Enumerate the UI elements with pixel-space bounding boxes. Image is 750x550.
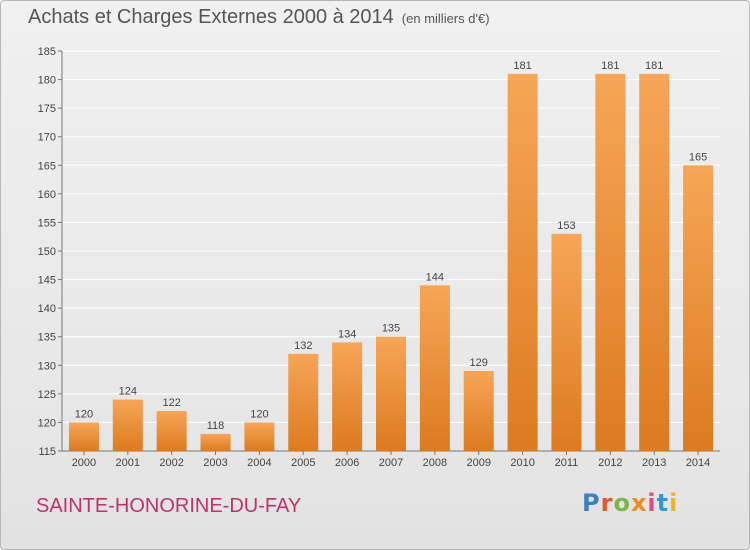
bar-value-label: 120 xyxy=(75,408,93,420)
y-tick-label: 170 xyxy=(38,132,56,144)
x-tick-label: 2013 xyxy=(642,457,666,469)
y-tick-label: 145 xyxy=(38,275,56,287)
y-tick-label: 140 xyxy=(38,303,56,315)
bar xyxy=(244,422,275,451)
x-tick-label: 2004 xyxy=(247,457,271,469)
x-tick-label: 2006 xyxy=(335,457,359,469)
x-tick-label: 2007 xyxy=(379,457,403,469)
x-tick-label: 2003 xyxy=(203,457,227,469)
x-tick-label: 2008 xyxy=(423,457,447,469)
x-tick-label: 2010 xyxy=(510,457,534,469)
x-tick-label: 2014 xyxy=(686,457,710,469)
bar xyxy=(68,422,99,451)
y-tick-label: 165 xyxy=(38,160,56,172)
y-tick-label: 150 xyxy=(38,246,56,258)
y-tick-label: 125 xyxy=(38,389,56,401)
commune-name: SAINTE-HONORINE-DU-FAY xyxy=(36,495,302,517)
bar xyxy=(639,73,670,451)
y-tick-label: 160 xyxy=(38,189,56,201)
bar xyxy=(595,73,626,451)
bar-value-label: 129 xyxy=(470,357,488,369)
bar-value-label: 132 xyxy=(294,340,312,352)
y-tick-label: 135 xyxy=(38,332,56,344)
bar xyxy=(463,371,494,451)
bar xyxy=(288,353,319,451)
bar xyxy=(156,411,187,451)
bar xyxy=(332,342,363,451)
bar xyxy=(683,165,714,452)
bar xyxy=(419,285,450,451)
bar xyxy=(112,399,143,451)
bar-value-label: 134 xyxy=(338,328,356,340)
bar-value-label: 120 xyxy=(250,408,268,420)
chart-title: Achats et Charges Externes 2000 à 2014 (e… xyxy=(28,6,490,29)
bar-value-label: 181 xyxy=(513,60,531,72)
chart-title-text: Achats et Charges Externes 2000 à 2014 xyxy=(28,6,394,28)
bar xyxy=(376,336,406,451)
bar xyxy=(200,433,231,451)
x-tick-label: 2005 xyxy=(291,457,315,469)
y-tick-label: 180 xyxy=(38,75,56,87)
x-tick-label: 2001 xyxy=(116,457,140,469)
bar-value-label: 118 xyxy=(207,420,225,432)
chart-unit: (en milliers d'€) xyxy=(401,11,490,26)
bar-value-label: 181 xyxy=(645,60,663,72)
bar xyxy=(551,233,582,451)
y-tick-label: 115 xyxy=(38,446,56,458)
x-tick-label: 2009 xyxy=(466,457,490,469)
y-tick-label: 155 xyxy=(38,217,56,229)
bar-value-label: 122 xyxy=(162,397,180,409)
bar-value-label: 144 xyxy=(426,271,444,283)
x-tick-label: 2000 xyxy=(72,457,96,469)
bar-value-label: 181 xyxy=(601,60,619,72)
bar-value-label: 124 xyxy=(119,386,137,398)
bar-value-label: 135 xyxy=(382,323,400,335)
bar xyxy=(507,73,538,451)
bar-value-label: 165 xyxy=(689,151,707,163)
y-tick-label: 120 xyxy=(38,417,56,429)
x-tick-label: 2011 xyxy=(555,457,579,469)
x-tick-label: 2012 xyxy=(598,457,622,469)
y-tick-label: 130 xyxy=(38,360,56,372)
proxiti-logo: Proxiti xyxy=(582,489,679,517)
y-tick-label: 185 xyxy=(38,46,56,58)
bar-value-label: 153 xyxy=(557,220,575,232)
y-tick-label: 175 xyxy=(38,103,56,115)
x-tick-label: 2002 xyxy=(159,457,183,469)
